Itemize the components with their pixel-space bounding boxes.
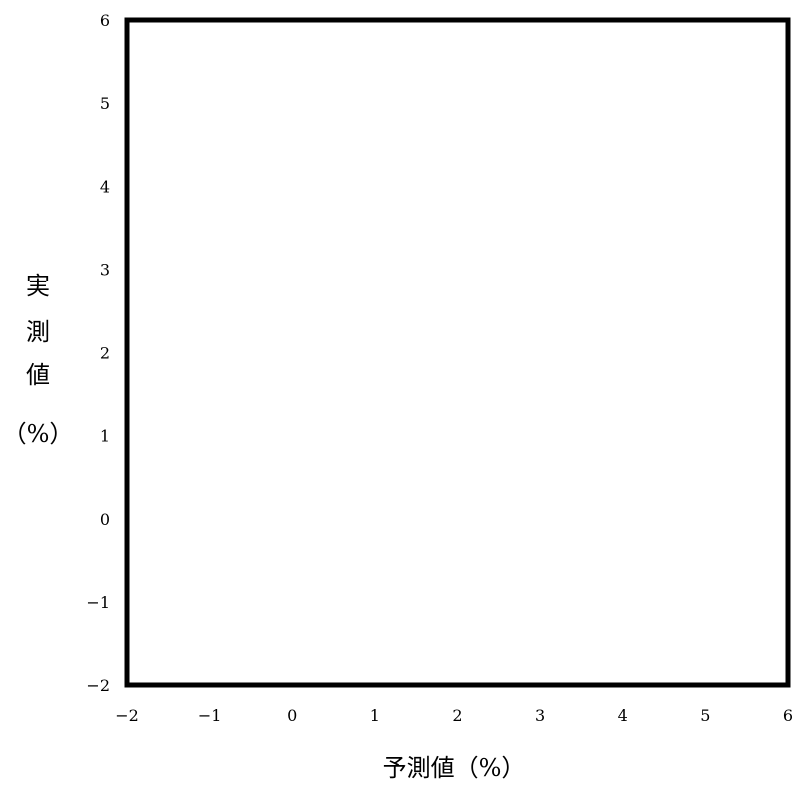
y-tick-label: 4 (100, 177, 110, 196)
y-tick-label: 2 (100, 344, 110, 363)
x-tick-label: 3 (535, 706, 545, 725)
x-tick-label: 6 (783, 706, 793, 725)
x-tick-label: 1 (370, 706, 380, 725)
y-axis-title: 実測値 （%） (3, 272, 74, 448)
y-tick-label: 3 (100, 260, 110, 279)
y-tick-label: 1 (100, 427, 110, 446)
x-tick-label: −2 (115, 706, 139, 725)
y-tick-label: −1 (86, 593, 110, 612)
x-axis-title: 予測値（%） (383, 754, 526, 782)
x-tick-label: 4 (618, 706, 628, 725)
y-axis-title-char: 測 (26, 318, 50, 346)
y-tick-labels: −2 −1 0 1 2 3 4 5 6 (86, 11, 110, 695)
x-tick-label: 0 (287, 706, 297, 725)
y-tick-label: 5 (100, 94, 110, 113)
x-tick-label: −1 (198, 706, 222, 725)
y-tick-label: 0 (100, 510, 110, 529)
x-tick-labels: −2 −1 0 1 2 3 4 5 6 (115, 706, 793, 725)
y-tick-label: 6 (100, 11, 110, 30)
y-axis-title-char: （%） (3, 420, 74, 448)
y-tick-label: −2 (86, 676, 110, 695)
x-tick-label: 5 (700, 706, 710, 725)
plot-frame (124, 17, 791, 688)
x-tick-label: 2 (452, 706, 462, 725)
y-axis-title-char: 値 (26, 361, 50, 389)
y-axis-title-char: 実 (26, 272, 50, 300)
